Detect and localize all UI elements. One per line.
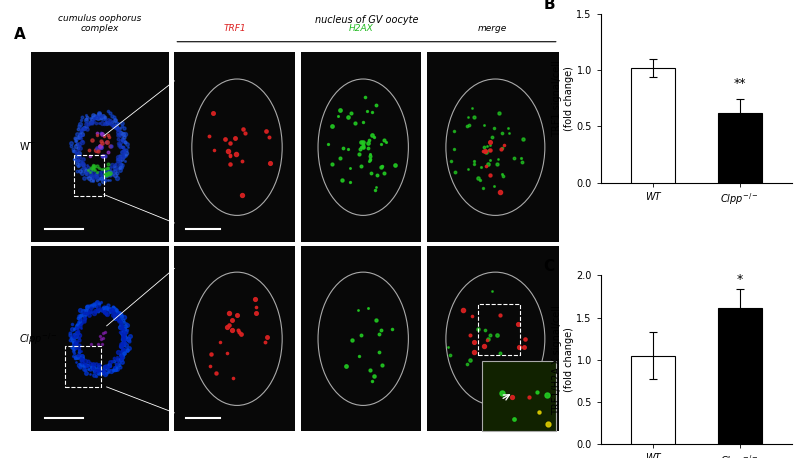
Text: WT: WT (19, 142, 35, 152)
Text: nucleus of GV oocyte: nucleus of GV oocyte (314, 15, 418, 25)
Bar (631, 355, 674, 444)
Y-axis label: TRF1 signal/cell
(fold change): TRF1 signal/cell (fold change) (552, 60, 574, 136)
Text: B: B (543, 0, 555, 12)
Bar (74, 155, 104, 196)
Text: cumulus oophorus
complex: cumulus oophorus complex (58, 14, 142, 33)
Bar (631, 68, 674, 183)
Bar (66, 346, 101, 387)
Text: **: ** (734, 77, 746, 90)
Text: $Clpp^{-/-}$: $Clpp^{-/-}$ (19, 331, 58, 347)
Bar (31, 53, 169, 242)
Text: H2AX: H2AX (349, 24, 373, 33)
Bar (174, 53, 295, 242)
Bar (426, 53, 558, 242)
Bar (301, 53, 421, 242)
Text: TRF1: TRF1 (223, 24, 246, 33)
Bar (718, 307, 762, 444)
Text: merge: merge (478, 24, 507, 33)
Bar (31, 246, 169, 431)
Bar (478, 304, 521, 355)
Bar (174, 246, 295, 431)
Text: A: A (14, 27, 26, 42)
Bar (718, 113, 762, 183)
Y-axis label: TRF1/H2A.X signal/cell
(fold change): TRF1/H2A.X signal/cell (fold change) (552, 305, 574, 415)
Text: C: C (543, 259, 554, 273)
Bar (301, 246, 421, 431)
Text: *: * (737, 273, 743, 285)
Bar (482, 361, 556, 431)
Bar (426, 246, 558, 431)
